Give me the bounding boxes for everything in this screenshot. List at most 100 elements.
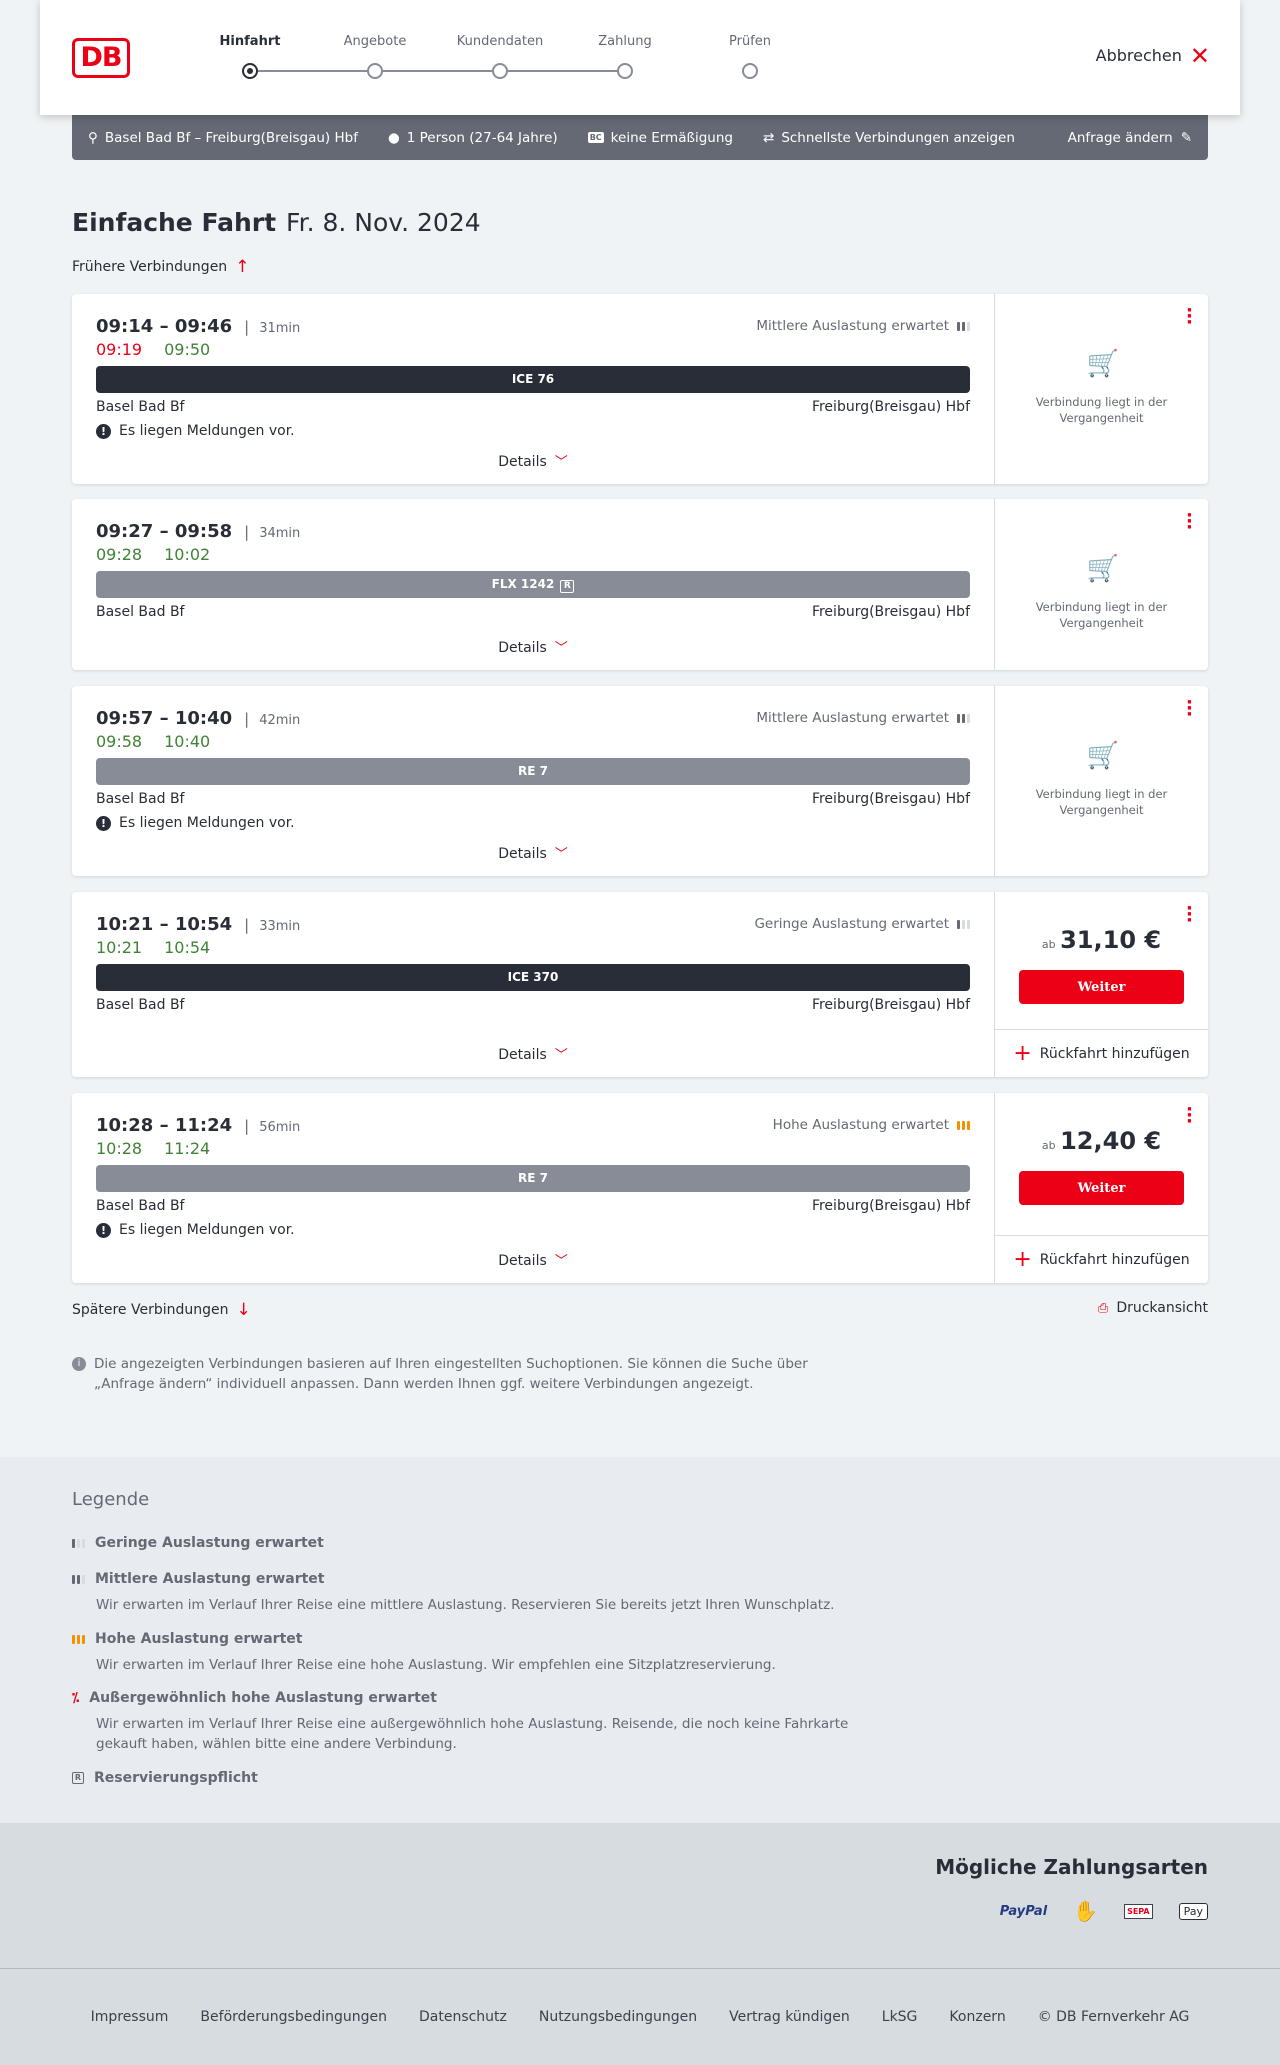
separator: | bbox=[244, 523, 250, 541]
reservation-required-icon: R bbox=[72, 1772, 84, 1784]
details-toggle[interactable]: Details ﹀ bbox=[72, 637, 994, 656]
edit-request-button[interactable]: Anfrage ändern ✎ bbox=[1068, 130, 1192, 146]
header: DB Hinfahrt Angebote Kundendaten Zahlung… bbox=[40, 0, 1240, 115]
planned-times: 09:57 – 10:40 bbox=[96, 708, 233, 729]
past-connection-notice: 🛒 Verbindung liegt in der Vergangenheit bbox=[995, 554, 1208, 631]
more-options-icon[interactable]: · · · bbox=[1186, 692, 1193, 725]
more-options-icon[interactable]: · · · bbox=[1186, 898, 1193, 931]
legend-item-title: Hohe Auslastung erwartet bbox=[95, 1631, 303, 1647]
schedule-times: 10:21 – 10:54 | 33min bbox=[96, 914, 300, 935]
details-label: Details bbox=[498, 454, 547, 470]
cart-unavailable-icon: 🛒 bbox=[1086, 741, 1119, 771]
edit-label: Anfrage ändern bbox=[1067, 129, 1173, 146]
train-bar[interactable]: RE 7 bbox=[96, 1165, 970, 1192]
persons-text: 1 Person (27-64 Jahre) bbox=[406, 129, 558, 146]
legend-item-desc: Wir erwarten im Verlauf Ihrer Reise eine… bbox=[96, 1657, 776, 1673]
realtime-departure: 10:28 bbox=[96, 1139, 143, 1158]
location-pin-icon: ⚲ bbox=[88, 129, 98, 146]
footer: Impressum Beförderungsbedingungen Datens… bbox=[0, 1968, 1280, 2065]
occupancy-text: Geringe Auslastung erwartet bbox=[754, 916, 949, 932]
step-zahlung: Zahlung bbox=[598, 34, 652, 49]
fastest-text: Schnellste Verbindungen anzeigen bbox=[781, 129, 1015, 146]
details-toggle[interactable]: Details ﹀ bbox=[72, 843, 994, 862]
paypal-icon: PayPal bbox=[999, 1903, 1048, 1919]
schedule-times: 10:28 – 11:24 | 56min bbox=[96, 1115, 300, 1136]
cart-unavailable-icon: 🛒 bbox=[1086, 349, 1119, 379]
details-toggle[interactable]: Details ﹀ bbox=[72, 1250, 994, 1269]
occupancy-medium-icon bbox=[72, 1574, 85, 1584]
footer-link-befoerderungsbedingungen[interactable]: Beförderungsbedingungen bbox=[200, 2009, 387, 2025]
later-connections-link[interactable]: Spätere Verbindungen ↓ bbox=[72, 1300, 251, 1320]
continue-button[interactable]: Weiter bbox=[1019, 1171, 1184, 1205]
details-toggle[interactable]: Details ﹀ bbox=[72, 451, 994, 470]
train-bar[interactable]: ICE 76 bbox=[96, 366, 970, 393]
notice-text: Es liegen Meldungen vor. bbox=[119, 423, 295, 439]
realtime-times: 09:28 10:02 bbox=[96, 545, 232, 564]
schedule-times: 09:27 – 09:58 | 34min bbox=[96, 521, 300, 542]
realtime-departure: 10:21 bbox=[96, 938, 143, 957]
train-bar[interactable]: FLX 1242 R bbox=[96, 571, 970, 598]
print-label: Druckansicht bbox=[1116, 1300, 1208, 1316]
details-label: Details bbox=[498, 846, 547, 862]
return-label: Rückfahrt hinzufügen bbox=[1039, 1251, 1190, 1268]
person-icon: ● bbox=[387, 129, 400, 146]
plus-icon: + bbox=[1013, 1041, 1032, 1066]
train-name: FLX 1242 bbox=[491, 577, 555, 591]
price-value: 31,10 € bbox=[1060, 926, 1162, 954]
train-name: RE 7 bbox=[518, 764, 548, 778]
plus-icon: + bbox=[1013, 1247, 1032, 1272]
footer-link-impressum[interactable]: Impressum bbox=[90, 2009, 169, 2025]
realtime-arrival: 11:24 bbox=[164, 1139, 211, 1158]
print-view-link[interactable]: ⎙ Druckansicht bbox=[1098, 1300, 1208, 1316]
more-options-icon[interactable]: · · · bbox=[1186, 300, 1193, 333]
schedule-times: 09:14 – 09:46 | 31min bbox=[96, 316, 300, 337]
footer-link-konzern[interactable]: Konzern bbox=[949, 2009, 1006, 2025]
footer-link-lksg[interactable]: LkSG bbox=[881, 2009, 918, 2025]
planned-times: 10:28 – 11:24 bbox=[96, 1115, 233, 1136]
realtime-times: 09:58 10:40 bbox=[96, 732, 232, 751]
earlier-connections-link[interactable]: Frühere Verbindungen ↑ bbox=[72, 257, 249, 277]
schedule-times: 09:57 – 10:40 | 42min bbox=[96, 708, 300, 729]
occupancy-text: Mittlere Auslastung erwartet bbox=[756, 318, 949, 334]
cart-unavailable-icon: 🛒 bbox=[1086, 554, 1119, 584]
legend-item-extreme: ⁒ Außergewöhnlich hohe Auslastung erwarte… bbox=[72, 1690, 872, 1754]
connection-info: 10:28 – 11:24 | 56min 10:28 11:24 Hohe Ausl… bbox=[72, 1093, 994, 1283]
separator: | bbox=[244, 318, 250, 336]
route-summary: ⚲ Basel Bad Bf – Freiburg(Breisgau) Hbf bbox=[88, 130, 358, 146]
details-label: Details bbox=[498, 1047, 547, 1063]
chevron-down-icon: ﹀ bbox=[554, 641, 568, 656]
arrow-down-icon: ↓ bbox=[236, 1300, 251, 1320]
continue-button[interactable]: Weiter bbox=[1019, 970, 1184, 1004]
price-value: 12,40 € bbox=[1060, 1127, 1162, 1155]
footer-link-vertrag-kuendigen[interactable]: Vertrag kündigen bbox=[729, 2009, 850, 2025]
details-label: Details bbox=[498, 640, 547, 656]
arrival-station: Freiburg(Breisgau) Hbf bbox=[811, 997, 970, 1013]
progress-stepper: Hinfahrt Angebote Kundendaten Zahlung Pr… bbox=[180, 34, 771, 84]
connection-info: 09:14 – 09:46 | 31min 09:19 09:50 Mittlere … bbox=[72, 294, 994, 484]
add-return-trip-button[interactable]: + Rückfahrt hinzufügen bbox=[995, 1235, 1208, 1283]
train-name: RE 7 bbox=[518, 1171, 548, 1185]
notice-message: ! Es liegen Meldungen vor. bbox=[96, 423, 295, 439]
occupancy-level-2-icon bbox=[957, 713, 970, 723]
separator: | bbox=[244, 1117, 250, 1135]
route-text: Basel Bad Bf – Freiburg(Breisgau) Hbf bbox=[104, 129, 358, 146]
more-options-icon[interactable]: · · · bbox=[1186, 505, 1193, 538]
details-toggle[interactable]: Details ﹀ bbox=[72, 1044, 994, 1063]
more-options-icon[interactable]: · · · bbox=[1186, 1099, 1193, 1132]
train-bar[interactable]: ICE 370 bbox=[96, 964, 970, 991]
arrival-station: Freiburg(Breisgau) Hbf bbox=[811, 399, 970, 415]
separator: | bbox=[244, 710, 250, 728]
footer-link-datenschutz[interactable]: Datenschutz bbox=[418, 2009, 507, 2025]
swap-icon: ⇄ bbox=[763, 129, 775, 146]
footer-link-nutzungsbedingungen[interactable]: Nutzungsbedingungen bbox=[538, 2009, 698, 2025]
realtime-departure: 09:19 bbox=[96, 340, 143, 359]
add-return-trip-button[interactable]: + Rückfahrt hinzufügen bbox=[995, 1029, 1208, 1077]
occupancy-indicator: Mittlere Auslastung erwartet bbox=[756, 318, 970, 334]
price: ab 12,40 € bbox=[995, 1127, 1208, 1155]
legend-section: Legende Geringe Auslastung erwartet Mitt… bbox=[0, 1457, 1280, 1823]
cancel-button[interactable]: Abbrechen ✕ bbox=[1096, 44, 1210, 68]
legend-item-desc: Wir erwarten im Verlauf Ihrer Reise eine… bbox=[96, 1716, 849, 1752]
db-logo[interactable]: DB bbox=[72, 38, 130, 78]
train-bar[interactable]: RE 7 bbox=[96, 758, 970, 785]
step-pruefen: Prüfen bbox=[728, 34, 771, 49]
